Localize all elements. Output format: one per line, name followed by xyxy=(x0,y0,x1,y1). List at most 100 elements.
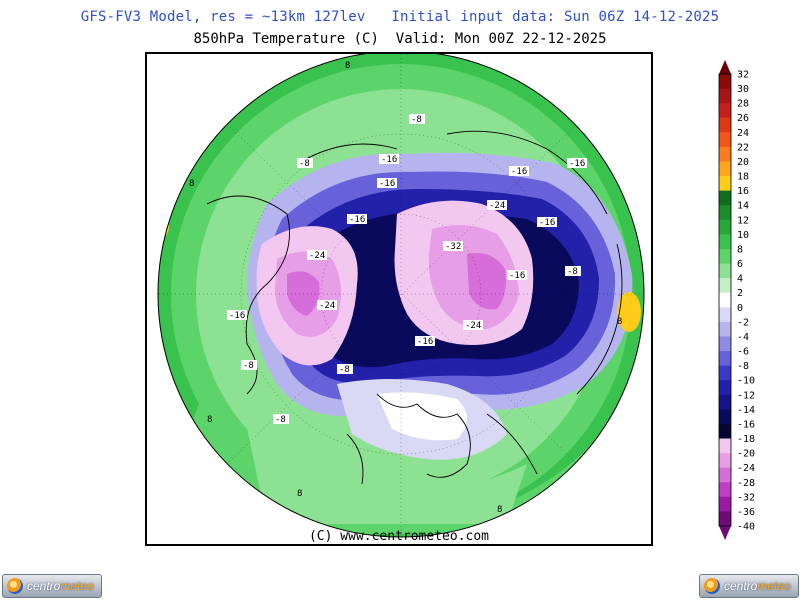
colorbar-swatch xyxy=(719,190,731,206)
colorbar-swatch xyxy=(719,321,731,337)
globe-icon xyxy=(7,578,23,594)
colorbar-tick-label: 20 xyxy=(737,157,749,168)
colorbar-tick-label: 14 xyxy=(737,201,749,212)
colorbar-swatch xyxy=(719,88,731,104)
contour-label: -16 xyxy=(537,217,557,228)
colorbar-swatch xyxy=(719,453,731,469)
colorbar-swatch xyxy=(719,74,731,90)
svg-text:8: 8 xyxy=(617,317,622,327)
model-title: GFS-FV3 Model, res = ~13km 127lev Initia… xyxy=(80,9,720,25)
colorbar-tick-label: -20 xyxy=(737,449,755,460)
colorbar-swatch xyxy=(719,365,731,381)
colorbar-tick-label: 24 xyxy=(737,128,749,139)
contour-label: -16 xyxy=(509,166,529,177)
colorbar-swatch xyxy=(719,248,731,265)
contour-label: -8 xyxy=(241,360,257,371)
contour-label: -16 xyxy=(415,336,435,347)
svg-text:-16: -16 xyxy=(511,167,527,177)
colorbar-top-arrow xyxy=(719,60,731,74)
chart-subtitle: 850hPa Temperature (C) Valid: Mon 00Z 22… xyxy=(193,31,607,47)
contour-label: -16 xyxy=(227,310,247,321)
contour-label: 8 xyxy=(611,457,616,467)
svg-text:8: 8 xyxy=(297,489,302,499)
colorbar-tick-label: 28 xyxy=(737,99,749,110)
contour-label: 8 xyxy=(497,505,502,515)
colorbar-tick-label: -32 xyxy=(737,492,755,503)
contour-label: -24 xyxy=(317,300,337,311)
svg-text:-8: -8 xyxy=(567,267,578,277)
contour-label: 8 xyxy=(297,489,302,499)
contour-label: 8 xyxy=(617,317,622,327)
contour-label: -16 xyxy=(347,214,367,225)
colorbar-swatch xyxy=(719,103,731,119)
svg-text:-16: -16 xyxy=(379,179,395,189)
contour-label: -24 xyxy=(463,320,483,331)
colorbar-tick-label: -24 xyxy=(737,463,755,474)
contour-label: 8 xyxy=(345,61,350,71)
centrometeo-logo-right[interactable]: centrometeo xyxy=(699,574,799,598)
contour-label: -8 xyxy=(273,414,289,425)
contour-label: -8 xyxy=(297,158,313,169)
colorbar-swatch xyxy=(719,496,731,512)
colorbar-tick-label: 10 xyxy=(737,230,749,241)
svg-text:-16: -16 xyxy=(539,218,555,228)
colorbar-swatch xyxy=(719,511,731,527)
svg-text:-16: -16 xyxy=(229,311,245,321)
colorbar-tick-label: -40 xyxy=(737,522,755,533)
map-panel: -8 -16 -24 -32 -16 -24 -16 -24 -16 -8 -1… xyxy=(145,52,653,546)
colorbar-swatch xyxy=(719,176,731,192)
contour-label: -8 xyxy=(337,364,353,375)
contour-label: -16 xyxy=(507,270,527,281)
svg-text:-8: -8 xyxy=(275,415,286,425)
centrometeo-logo-left[interactable]: centrometeo xyxy=(2,574,102,598)
colorbar-tick-label: -28 xyxy=(737,478,755,489)
colorbar-swatch xyxy=(719,394,731,410)
colorbar-tick-label: 2 xyxy=(737,288,743,299)
colorbar-swatch xyxy=(719,351,731,367)
colorbar-swatch xyxy=(719,467,731,483)
colorbar-swatch xyxy=(719,205,731,221)
colorbar-swatch xyxy=(719,263,731,279)
contour-label: -24 xyxy=(487,200,507,211)
svg-text:-16: -16 xyxy=(417,337,433,347)
svg-text:8: 8 xyxy=(207,415,212,425)
colorbar-tick-label: 18 xyxy=(737,172,749,183)
contour-label: 8 xyxy=(189,179,194,189)
colorbar-swatch xyxy=(719,117,731,133)
contour-label: -16 xyxy=(379,154,399,165)
colorbar-tick-label: -36 xyxy=(737,507,755,518)
colorbar-tick-label: -16 xyxy=(737,419,755,430)
colorbar-swatch xyxy=(719,132,731,148)
contour-label: -32 xyxy=(443,241,463,252)
svg-text:-8: -8 xyxy=(243,361,254,371)
svg-text:8: 8 xyxy=(345,61,350,71)
svg-text:-32: -32 xyxy=(445,242,461,252)
svg-text:8: 8 xyxy=(611,457,616,467)
contour-label: 8 xyxy=(207,415,212,425)
contour-label: -24 xyxy=(307,250,327,261)
colorbar-bottom-arrow xyxy=(719,526,731,540)
colorbar-tick-label: -14 xyxy=(737,405,755,416)
colorbar-tick-label: -18 xyxy=(737,434,755,445)
colorbar-tick-label: -2 xyxy=(737,317,749,328)
svg-text:-8: -8 xyxy=(299,159,310,169)
colorbar-swatch xyxy=(719,380,731,396)
colorbar-tick-label: -6 xyxy=(737,347,749,358)
contour-label: -8 xyxy=(565,266,581,277)
logo-text: centrometeo xyxy=(27,579,94,593)
colorbar-swatch xyxy=(719,307,731,323)
colorbar-tick-label: 22 xyxy=(737,142,749,153)
svg-text:-24: -24 xyxy=(319,301,335,311)
svg-text:-24: -24 xyxy=(465,321,481,331)
colorbar-swatch xyxy=(719,219,731,235)
colorbar-swatch xyxy=(719,146,731,162)
colorbar-tick-label: 4 xyxy=(737,274,743,285)
svg-text:-8: -8 xyxy=(411,115,422,125)
svg-text:-16: -16 xyxy=(509,271,525,281)
contour-label: -8 xyxy=(409,114,425,125)
colorbar-tick-label: 6 xyxy=(737,259,743,270)
contour-label: -16 xyxy=(567,158,587,169)
colorbar-swatch xyxy=(719,423,731,440)
colorbar-swatch xyxy=(719,336,731,352)
colorbar-swatch xyxy=(719,292,731,308)
